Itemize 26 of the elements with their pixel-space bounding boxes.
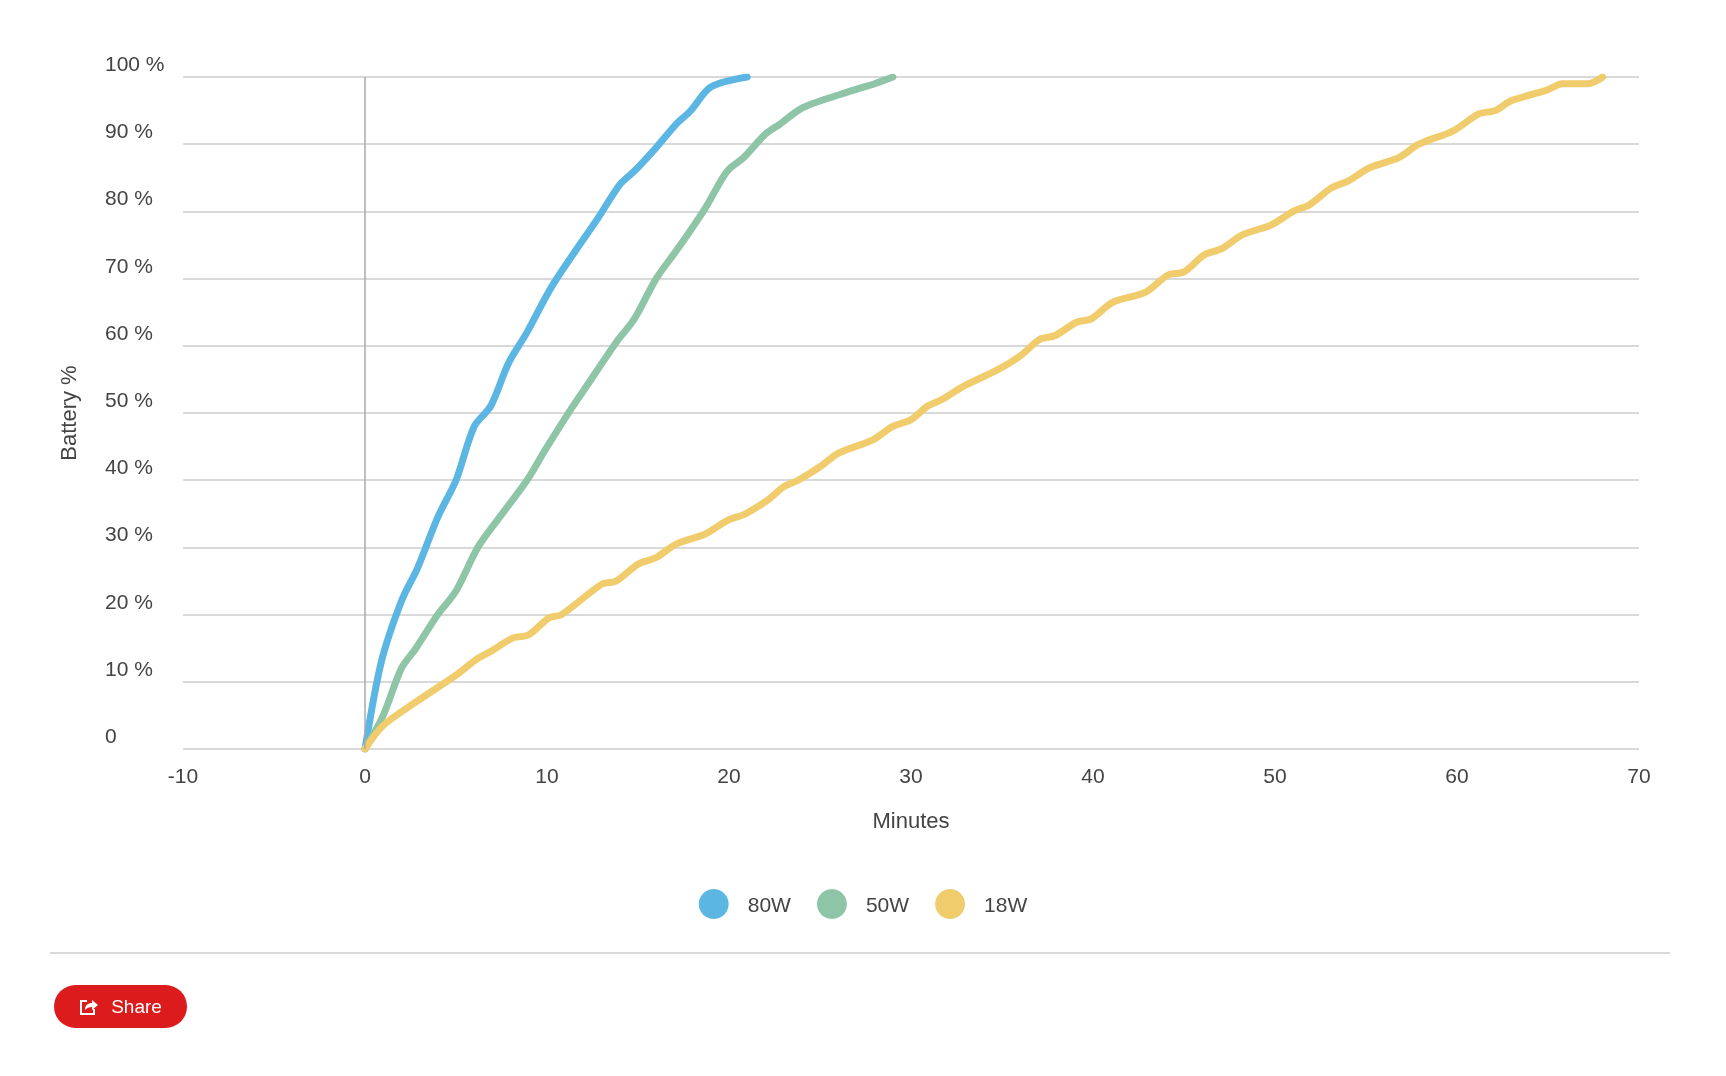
y-tick-label: 50 % [105,388,153,411]
x-tick-label: 40 [1081,764,1105,787]
x-tick-label: -10 [167,764,199,787]
x-tick-label: 0 [359,764,371,787]
x-tick-label: 30 [899,764,923,787]
share-button[interactable]: Share [54,985,187,1028]
legend-label: 18W [984,892,1028,916]
y-tick-label: 90 % [105,119,153,143]
y-tick-label: 10 % [105,656,153,680]
y-tick-label: 70 % [105,253,153,277]
y-tick-label: 30 % [105,522,153,546]
y-tick-label: 60 % [105,320,153,344]
y-tick-label: 0 [105,724,117,747]
legend-label: 50W [865,892,910,916]
y-axis-title: Battery % [55,365,81,461]
x-tick-label: 60 [1445,764,1469,787]
y-tick-label: 80 % [105,186,153,210]
y-tick-label: 40 % [105,455,153,479]
x-axis-title: Minutes [872,807,950,833]
x-tick-label: 50 [1263,764,1287,787]
x-tick-label: 70 [1627,764,1651,787]
x-tick-label: 10 [535,764,559,787]
legend-label: 80W [747,892,792,916]
x-tick-label: 20 [717,764,741,787]
y-tick-label: 20 % [105,589,153,613]
y-tick-label: 100 % [105,52,165,75]
